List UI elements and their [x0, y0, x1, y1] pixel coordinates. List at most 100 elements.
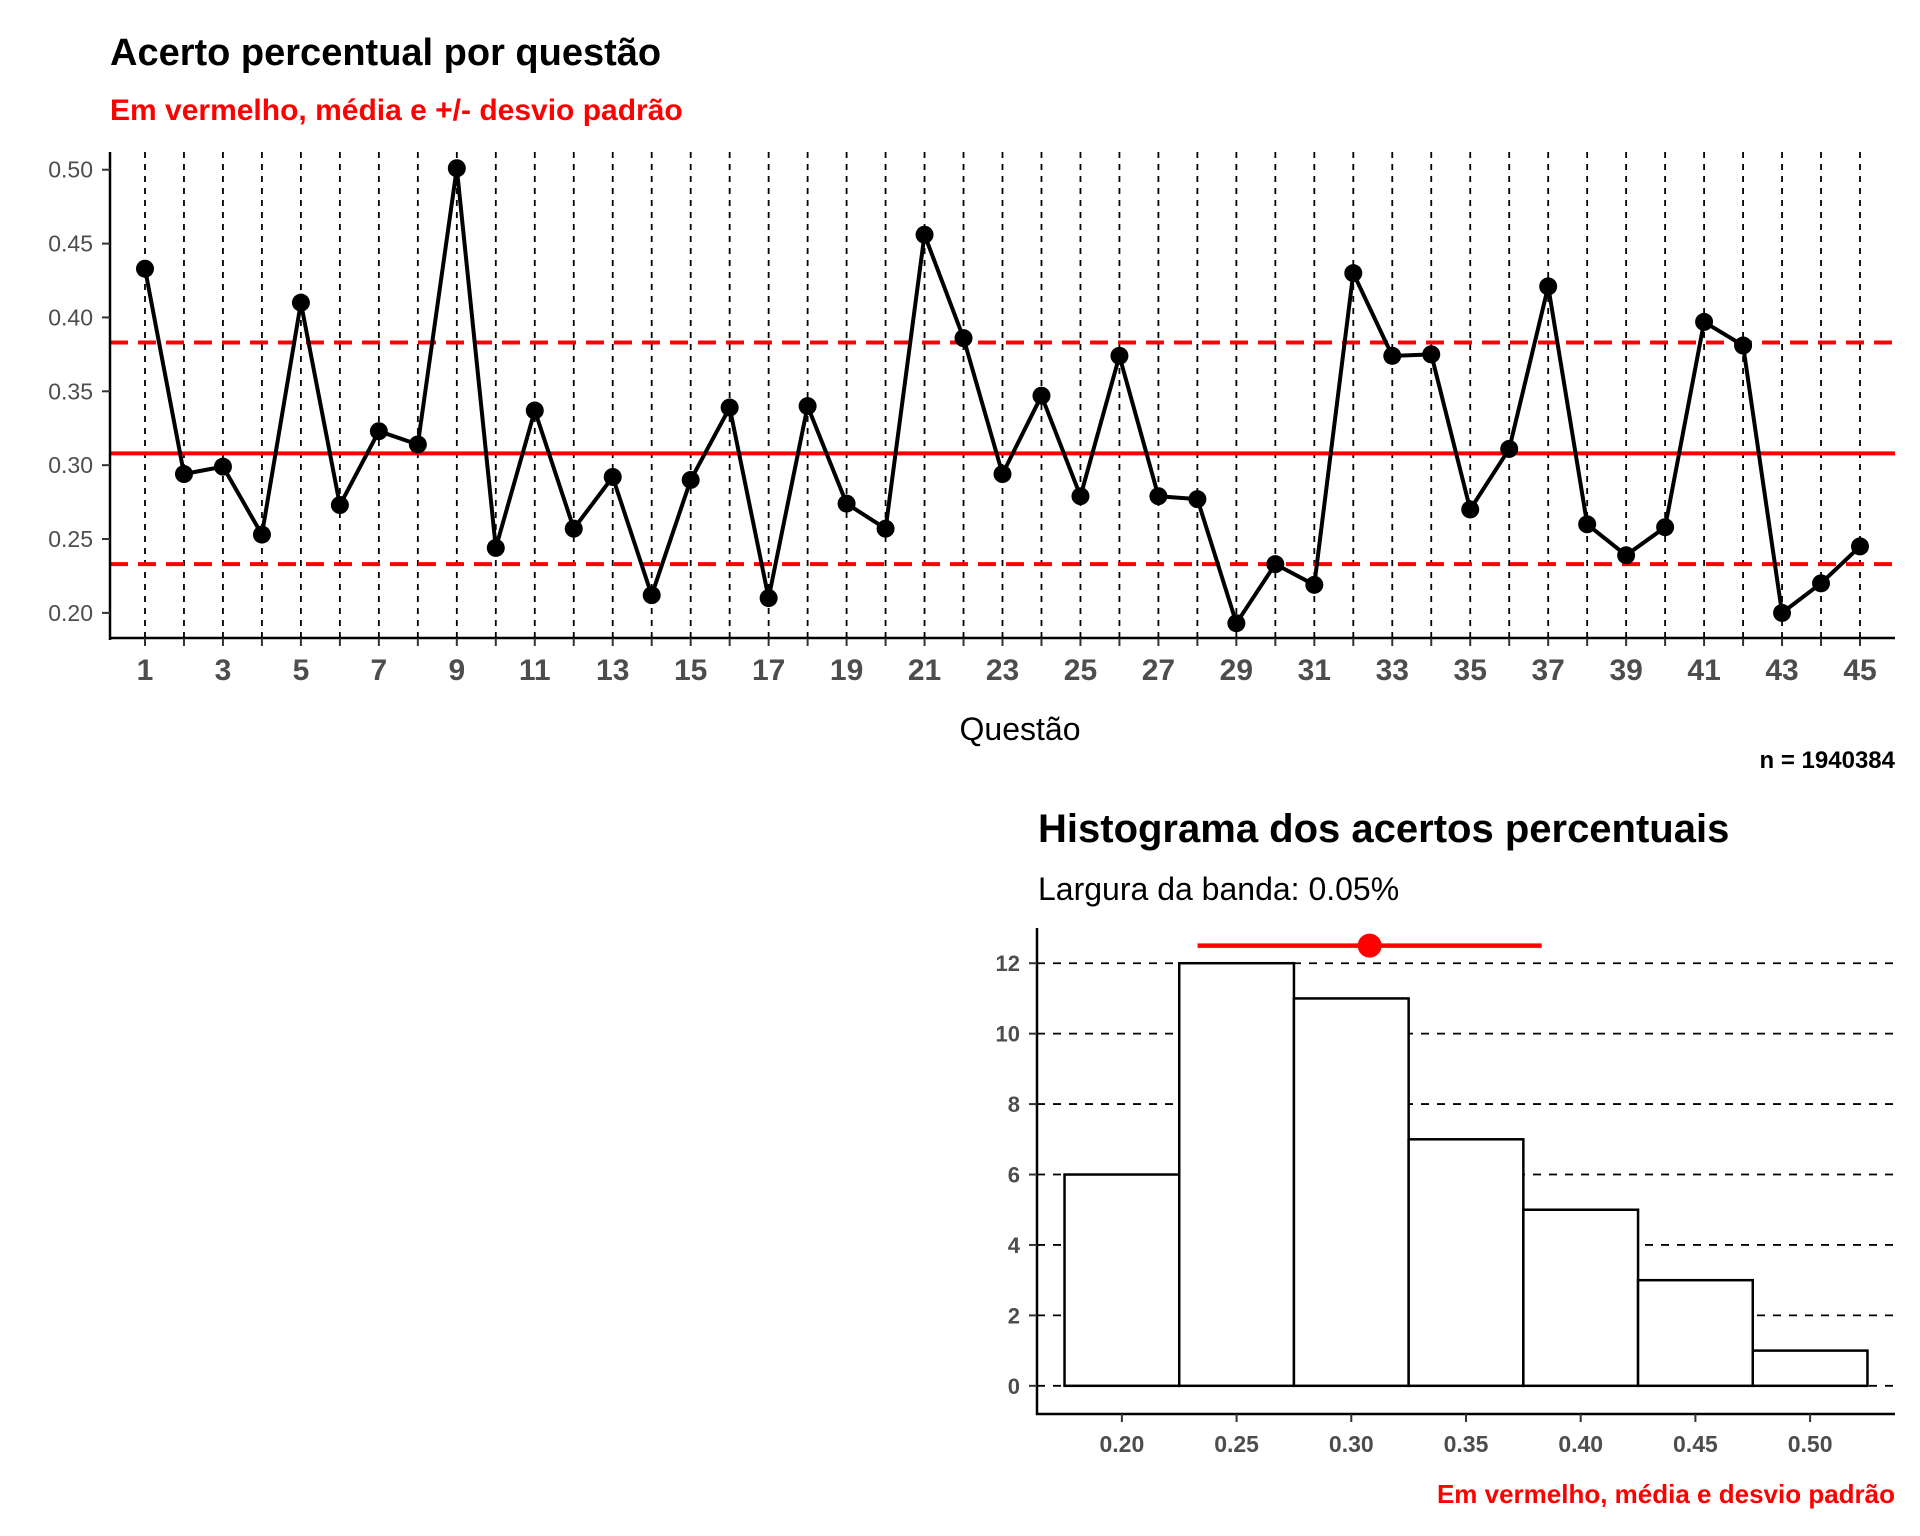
data-point — [213, 457, 232, 476]
data-point — [1188, 490, 1207, 509]
data-point — [1695, 312, 1714, 331]
histogram-bar — [1636, 1278, 1755, 1388]
data-point — [642, 586, 661, 605]
data-point — [525, 401, 544, 420]
y-tick-label: 6 — [1008, 1163, 1020, 1188]
reference-lines — [110, 340, 1895, 567]
x-tick-label: 19 — [830, 654, 863, 687]
x-tick-label: 0.35 — [1444, 1431, 1489, 1457]
data-point — [486, 538, 505, 557]
histogram-chart: Histograma dos acertos percentuais Largu… — [996, 807, 1895, 1509]
x-tick-label: 1 — [137, 654, 154, 687]
data-point — [1305, 575, 1324, 594]
x-tick-label: 17 — [752, 654, 785, 687]
x-tick-label: 3 — [215, 654, 232, 687]
data-point — [759, 589, 778, 608]
x-tick-label: 41 — [1687, 654, 1720, 687]
x-tick-label: 35 — [1454, 654, 1487, 687]
histogram-subtitle: Largura da banda: 0.05% — [1038, 871, 1399, 907]
data-point — [1656, 518, 1675, 537]
histogram-x-ticks: 0.20 0.25 0.30 0.35 0.40 0.45 0.50 — [1099, 1414, 1833, 1457]
line-chart-x-ticks: 1 3 5 7 9 11 13 15 17 19 21 23 25 27 29 31 33 35 37 39 41 43 4… — [137, 638, 1877, 687]
x-tick-label: 39 — [1609, 654, 1642, 687]
x-tick-label: 33 — [1376, 654, 1409, 687]
data-point — [954, 329, 973, 348]
data-point — [1110, 346, 1129, 365]
data-point — [1578, 515, 1597, 534]
data-point — [1032, 386, 1051, 405]
data-point — [447, 159, 466, 178]
x-tick-label: 21 — [908, 654, 941, 687]
data-point — [1071, 487, 1090, 506]
x-tick-label: 13 — [596, 654, 629, 687]
data-point — [1344, 264, 1363, 283]
y-tick-label: 2 — [1008, 1303, 1020, 1328]
y-tick-label: 0.30 — [48, 452, 93, 478]
histogram-title: Histograma dos acertos percentuais — [1038, 807, 1729, 851]
x-tick-label: 23 — [986, 654, 1019, 687]
y-tick-label: 10 — [996, 1022, 1020, 1047]
histogram-bars — [1063, 961, 1869, 1388]
y-tick-label: 0.35 — [48, 378, 93, 404]
data-point — [1734, 336, 1753, 355]
x-tick-label: 15 — [674, 654, 707, 687]
data-point — [564, 519, 583, 538]
x-tick-label: 9 — [448, 654, 465, 687]
data-point — [136, 259, 154, 278]
histogram-bar — [1292, 997, 1410, 1388]
data-point — [1851, 537, 1869, 556]
x-tick-label: 0.20 — [1099, 1431, 1144, 1457]
vertical-gridlines — [144, 152, 1861, 638]
mean-point — [1357, 933, 1382, 958]
x-tick-label: 25 — [1064, 654, 1097, 687]
data-point — [1500, 439, 1519, 458]
x-tick-label: 0.30 — [1329, 1431, 1374, 1457]
y-tick-label: 0.40 — [48, 304, 93, 330]
data-point — [1617, 546, 1636, 565]
histogram-caption: Em vermelho, média e desvio padrão — [1437, 1479, 1895, 1509]
data-point — [1539, 277, 1558, 296]
histogram-bar — [1177, 961, 1296, 1388]
y-tick-label: 4 — [1008, 1233, 1021, 1258]
line-chart-subtitle: Em vermelho, média e +/- desvio padrão — [110, 94, 683, 127]
x-tick-label: 0.45 — [1673, 1431, 1718, 1457]
y-tick-label: 0.50 — [48, 157, 93, 183]
data-point — [1149, 487, 1168, 506]
data-point — [1773, 603, 1792, 622]
x-tick-label: 0.25 — [1214, 1431, 1259, 1457]
x-tick-label: 45 — [1843, 654, 1876, 687]
x-tick-label: 0.40 — [1558, 1431, 1603, 1457]
data-point — [603, 467, 622, 486]
y-tick-label: 0.45 — [48, 231, 93, 257]
data-point — [1227, 614, 1246, 633]
x-tick-label: 31 — [1298, 654, 1331, 687]
y-tick-label: 0 — [1008, 1374, 1020, 1399]
y-tick-label: 12 — [996, 951, 1020, 976]
data-point — [1266, 555, 1285, 574]
line-chart: Acerto percentual por questão Em vermelh… — [48, 32, 1895, 774]
series-points — [136, 159, 1869, 633]
line-chart-x-axis-label: Questão — [960, 711, 1081, 747]
mean-sd-marker — [1197, 933, 1542, 958]
y-tick-label: 0.25 — [48, 526, 93, 552]
x-tick-label: 5 — [293, 654, 310, 687]
line-chart-caption: n = 1940384 — [1760, 747, 1896, 774]
data-point — [408, 435, 427, 454]
data-point — [798, 397, 817, 416]
histogram-bar — [1522, 1208, 1640, 1388]
data-point — [681, 470, 700, 489]
data-point — [993, 465, 1012, 484]
histogram-y-ticks: 0 2 4 6 8 10 12 — [996, 951, 1037, 1399]
data-point — [1461, 500, 1480, 519]
data-point — [1812, 574, 1831, 593]
data-point — [837, 494, 856, 513]
y-tick-label: 0.20 — [48, 600, 93, 626]
data-point — [330, 496, 349, 515]
data-point — [876, 519, 895, 538]
data-point — [291, 293, 310, 312]
data-point — [915, 225, 934, 244]
data-point — [252, 525, 271, 544]
histogram-bar — [1407, 1138, 1525, 1388]
line-chart-y-ticks: 0.50 0.45 0.40 0.35 0.30 0.25 0.20 — [48, 157, 110, 626]
histogram-bar — [1063, 1173, 1181, 1388]
